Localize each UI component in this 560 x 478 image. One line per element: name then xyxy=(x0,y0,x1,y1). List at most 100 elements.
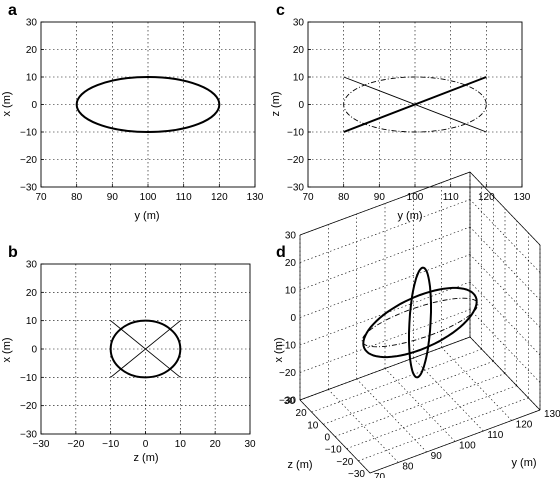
curve-layer xyxy=(75,76,487,379)
panel-a-ytick-label: −20 xyxy=(20,155,37,166)
panel-d-floor-grid xyxy=(384,368,456,442)
panel-d-ztick-label: 30 xyxy=(284,396,296,407)
panel-b-xtick-label: 0 xyxy=(143,439,149,450)
panel-d-ytick-label: 80 xyxy=(402,462,414,473)
panel-a-xtick-label: 100 xyxy=(140,192,157,203)
panel-c-ytick-label: −20 xyxy=(287,155,304,166)
panel-d-sidewall-grid xyxy=(469,281,541,356)
panel-b-ytick-label: 20 xyxy=(26,288,38,299)
panel-d-xtick-label: 20 xyxy=(285,258,297,269)
frame-layer xyxy=(40,21,541,474)
panel-b-ytick-label: 10 xyxy=(26,316,38,327)
panel-d-box-edge xyxy=(469,336,541,411)
panel-b-xtick-label: −10 xyxy=(102,439,119,450)
panel-d-box-edge xyxy=(469,171,541,246)
panel-a-ytick-label: 20 xyxy=(26,45,38,56)
panel-d-ytick-label: 70 xyxy=(374,472,386,478)
panel-c-series-2-line xyxy=(343,76,487,133)
panel-d-box-edge xyxy=(299,336,471,401)
panel-d-floor-grid xyxy=(334,373,506,437)
panel-d-series-2-orbit xyxy=(361,297,479,348)
panel-d-box-edge xyxy=(299,399,371,474)
panel-c-xtick-label: 70 xyxy=(302,192,314,203)
panel-a-ytick-label: 0 xyxy=(31,100,37,111)
panel-a-xtick-label: 110 xyxy=(176,192,192,203)
panel-d-ztick-label: −10 xyxy=(325,445,342,456)
panel-d-ztick-label: −20 xyxy=(336,457,353,468)
panel-b-xtick-label: −30 xyxy=(33,439,50,450)
panel-d-ytick-label: 130 xyxy=(544,409,560,420)
panel-b-ytick-label: 30 xyxy=(26,260,38,271)
panel-d-sidewall-grid xyxy=(469,226,541,301)
panel-d-xtick-label: 0 xyxy=(290,313,296,324)
panel-a-xtick-label: 90 xyxy=(107,192,119,203)
panel-c-ytick-label: −30 xyxy=(287,183,304,194)
panel-a-ytick-label: 30 xyxy=(26,18,38,29)
panel-b-xtick-label: 30 xyxy=(244,439,256,450)
panel-b-xtick-label: −20 xyxy=(67,439,84,450)
panel-c-xtick-label: 110 xyxy=(443,192,459,203)
panel-c-ytick-label: 0 xyxy=(298,100,304,111)
panel-d-sidewall-grid xyxy=(469,199,541,273)
panel-b-axes-frame xyxy=(40,263,251,435)
panel-a-axes-frame xyxy=(40,21,256,188)
panel-d-backwall-grid xyxy=(299,199,471,263)
panel-d-ztick-label: 20 xyxy=(296,408,308,419)
panel-c-ytick-label: 10 xyxy=(293,73,305,84)
panel-c-xtick-label: 100 xyxy=(407,192,424,203)
panel-d-ytick-label: 120 xyxy=(516,420,533,431)
panel-d-ytick-label: 100 xyxy=(459,441,476,452)
panel-a-ytick-label: −30 xyxy=(20,183,37,194)
panel-c-xtick-label: 120 xyxy=(478,192,495,203)
panel-a-xlabel: y (m) xyxy=(134,210,159,222)
panel-d-floor-grid xyxy=(328,389,399,463)
panel-c-xtick-label: 90 xyxy=(374,192,386,203)
panel-a-ylabel: x (m) xyxy=(1,91,13,116)
panel-d-ytick-label: 90 xyxy=(431,451,443,462)
panel-a-ytick-label: −10 xyxy=(20,128,37,139)
panel-b-xlabel: z (m) xyxy=(133,452,158,464)
panel-c-xlabel: y (m) xyxy=(397,210,422,222)
panel-c-xtick-label: 130 xyxy=(514,192,531,203)
panel-d-xtick-label: 10 xyxy=(285,286,297,297)
panel-d-series-1-orbit xyxy=(408,266,432,379)
panel-d-box-edge xyxy=(369,409,541,474)
panel-c-ytick-label: 30 xyxy=(293,18,305,29)
panel-d-xtick-label: −30 xyxy=(279,396,296,407)
panel-b-ytick-label: −30 xyxy=(20,430,37,441)
panel-label-a: a xyxy=(8,2,17,19)
panel-a-xtick-label: 80 xyxy=(71,192,83,203)
panel-d-ylabel: z (m) xyxy=(287,459,312,471)
panel-c-axes-frame xyxy=(307,21,523,188)
panel-d-xlabel: y (m) xyxy=(511,457,536,469)
panel-b-xtick-label: 20 xyxy=(210,439,222,450)
panel-d-ytick-label: 110 xyxy=(487,430,503,441)
panel-d-box-edge xyxy=(299,171,471,236)
panel-a-ytick-label: 10 xyxy=(26,73,38,84)
panel-d-xtick-label: −20 xyxy=(279,368,296,379)
panel-label-b: b xyxy=(8,244,18,261)
panel-d-ztick-label: −30 xyxy=(348,469,365,478)
panel-b-series-2-line xyxy=(110,320,181,378)
panel-d-zlabel: x (m) xyxy=(273,337,285,362)
panel-a-series-0-ellipse xyxy=(75,76,221,133)
panel-c-ytick-label: −10 xyxy=(287,128,304,139)
panel-d-xtick-label: 30 xyxy=(285,231,297,242)
panel-b-ytick-label: −10 xyxy=(20,373,37,384)
panel-a-xtick-label: 120 xyxy=(211,192,228,203)
panel-b-series-0-ellipse xyxy=(109,319,182,379)
panel-d-xtick-label: −10 xyxy=(279,341,296,352)
panel-label-d: d xyxy=(276,244,286,261)
panel-a-xtick-label: 130 xyxy=(247,192,264,203)
panel-d-sidewall-grid xyxy=(469,254,541,328)
panel-label-c: c xyxy=(276,2,285,19)
panel-c-ylabel: z (m) xyxy=(270,91,282,116)
panel-c-xtick-label: 80 xyxy=(338,192,350,203)
panel-b-ytick-label: −20 xyxy=(20,401,37,412)
panel-d-floor-grid xyxy=(323,361,494,425)
panel-b-ylabel: x (m) xyxy=(1,337,13,362)
panel-d-floor-grid xyxy=(441,347,512,421)
panel-a-xtick-label: 70 xyxy=(35,192,47,203)
